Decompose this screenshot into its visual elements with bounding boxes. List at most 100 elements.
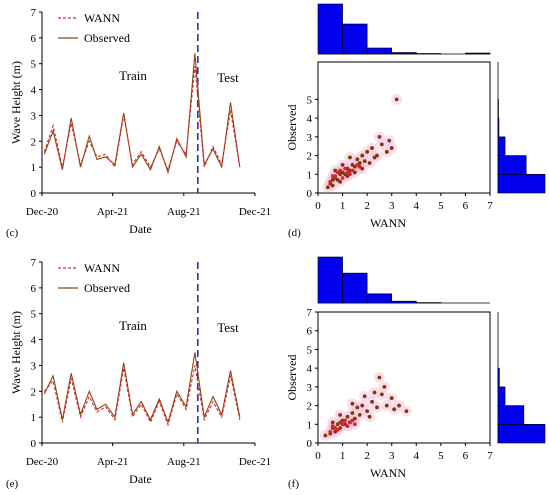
scatter-point [357,413,362,417]
y-axis-title: Observed [285,355,299,401]
hist-right-bar [497,136,506,156]
legend-label-observed: Observed [84,31,130,45]
legend-label-wann: WANN [84,261,120,275]
y-tick-label: 4 [307,113,313,125]
scatter-point [387,138,392,143]
scatter-point [370,146,374,150]
y-tick-label: 3 [307,132,313,144]
scatter-point [377,375,382,380]
x-tick-label: 1 [340,200,346,212]
y-tick-label: 2 [31,386,37,398]
y-tick-label: 2 [307,401,313,413]
x-tick-label: 2 [364,200,370,212]
scatter-point [404,409,409,414]
scatter-point-test [350,418,355,423]
scatter-point [377,134,382,139]
scatter-point [348,155,352,160]
scatter-point [355,405,360,410]
train-annotation: Train [119,318,147,333]
hist-top-bar [366,293,393,304]
scatter-point-test [352,422,357,427]
scatter-point [338,413,343,417]
scatter-point-test [330,424,335,429]
scatter-point [384,149,389,154]
hist-top-bar [415,53,442,55]
scatter-point-test [338,168,343,173]
scatter-point [330,183,335,188]
scatter-point [370,399,374,404]
y-tick-label: 2 [307,151,313,163]
x-tick-label: 5 [438,450,444,462]
y-tick-label: 5 [31,59,37,71]
y-tick-label: 4 [31,85,37,97]
scatter-point [372,390,377,395]
hist-top-bar [391,300,417,304]
scatter-point [340,163,345,167]
train-annotation: Train [119,68,147,83]
panel-f: (f) 0 1 2 3 4 5 6 7 0 1 2 3 4 5 6 7 WANN Observed [285,256,546,490]
y-tick-label: 1 [307,169,313,181]
x-tick-label: 0 [315,200,321,212]
x-tick-label: 6 [463,450,469,462]
x-tick-label: 5 [438,200,444,212]
x-tick-label: 4 [414,450,420,462]
series-line-wann [43,365,241,427]
panel-c: (c) 0 1 2 3 4 5 6 7 Dec-20 Apr-21 Aug-21 Dec-21 Date… [6,7,271,239]
panel-d-tag: (d) [288,227,301,239]
hist-right-bar [497,423,546,444]
scatter-point-test [328,429,333,434]
scatter-point [389,396,394,400]
scatter-point [323,433,328,438]
x-tick-label: Apr-21 [97,456,129,468]
hist-top-bar [366,47,393,55]
y-tick-label: 4 [31,335,37,347]
x-axis-title: Date [129,222,152,236]
y-tick-label: 4 [307,363,313,375]
hist-top-bar [317,3,343,55]
legend-label-wann: WANN [84,11,120,25]
y-tick-label: 7 [31,257,37,269]
x-tick-label: Dec-20 [26,206,59,218]
scatter-point [367,414,372,419]
scatter-point-test [328,179,333,184]
x-tick-label: Aug-21 [167,456,201,468]
scatter-point-test [345,424,350,429]
y-axis-title: Observed [285,105,299,151]
hist-top-bar [391,52,417,55]
scatter-point [362,159,367,164]
hist-top-bar [465,52,491,55]
scatter-point [389,146,394,150]
scatter-point-test [343,166,347,171]
y-tick-label: 3 [31,110,37,122]
panel-c-tag: (c) [6,227,19,239]
y-tick-label: 1 [307,419,313,431]
scatter-point-test [340,176,345,180]
x-tick-label: 2 [364,450,370,462]
test-annotation: Test [217,320,239,335]
y-tick-label: 6 [31,283,37,295]
hist-right-bar [497,367,500,388]
hist-top-bar [342,272,368,304]
scatter-point [365,409,370,414]
panel-d: (d) 0 1 2 3 4 5 6 7 0 1 2 3 4 5 WANN Observed [285,3,546,239]
hist-right-bar [497,155,527,175]
x-axis-title: Date [129,472,152,486]
x-tick-label: Dec-21 [239,456,271,468]
hist-right-bar [497,386,506,406]
y-tick-label: 5 [31,309,37,321]
y-tick-label: 1 [31,162,37,174]
y-tick-label: 0 [307,188,313,200]
x-tick-label: 3 [389,450,395,462]
series-line-observed [43,352,241,425]
y-tick-label: 7 [307,307,313,319]
panel-f-tag: (f) [288,478,299,490]
hist-top-bar [317,256,343,304]
scatter-point-test [357,164,362,169]
y-tick-label: 3 [307,382,313,394]
scatter-point-test [350,168,355,173]
y-tick-label: 6 [307,326,313,338]
x-tick-label: 3 [389,200,395,212]
scatter-point-test [343,418,347,423]
y-tick-label: 3 [31,360,37,372]
